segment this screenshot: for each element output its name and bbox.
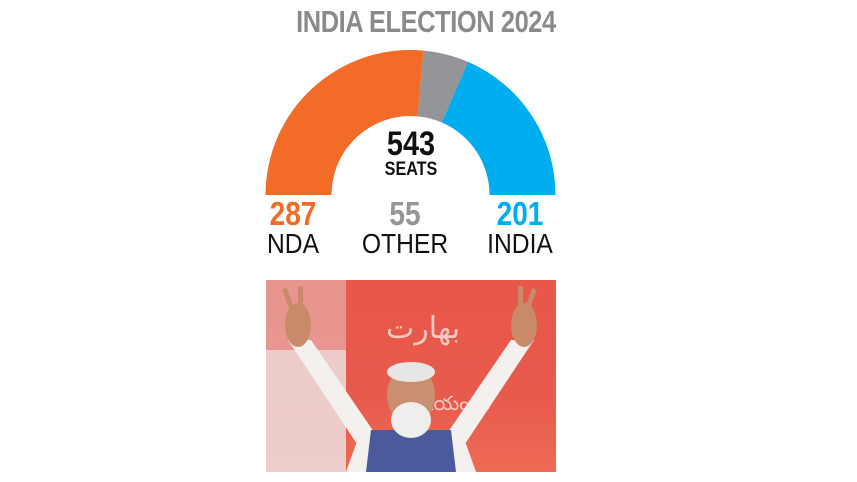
- arc-segment-nda: [265, 50, 424, 195]
- victory-photo: بهارت ఁయంలు: [266, 280, 556, 472]
- legend-india-value: 201: [496, 195, 544, 232]
- legend-nda: 287 NDA: [238, 195, 348, 259]
- legend-other-value: 55: [389, 195, 421, 232]
- photo-illustration: بهارت ఁయంలు: [266, 280, 537, 472]
- legend-other-label: OTHER: [361, 228, 449, 259]
- chart-title: INDIA ELECTION 2024: [296, 4, 556, 39]
- legend-india: 201 INDIA: [465, 195, 575, 259]
- arc-segment-other: [417, 50, 469, 123]
- total-seats: 543 SEATS: [360, 125, 462, 180]
- total-seats-label: SEATS: [384, 159, 438, 180]
- legend-nda-label: NDA: [266, 228, 320, 259]
- legend-nda-value: 287: [269, 195, 317, 232]
- legend-india-label: INDIA: [487, 228, 553, 259]
- arc-segment-india: [441, 61, 556, 195]
- total-seats-value: 543: [386, 125, 436, 163]
- legend-other: 55 OTHER: [350, 195, 460, 259]
- seat-semi-donut-chart: [265, 50, 556, 195]
- backdrop-text: بهارت: [386, 311, 460, 346]
